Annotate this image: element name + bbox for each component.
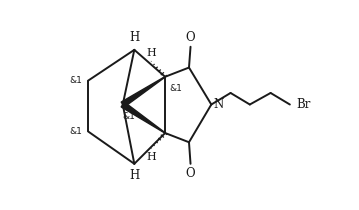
Text: &1: &1 (169, 84, 182, 93)
Text: H: H (129, 169, 139, 182)
Text: H: H (146, 47, 156, 58)
Polygon shape (121, 77, 165, 107)
Text: N: N (214, 98, 224, 111)
Text: Br: Br (296, 98, 311, 111)
Text: &1: &1 (123, 112, 136, 121)
Text: O: O (186, 31, 195, 44)
Polygon shape (121, 102, 165, 133)
Text: &1: &1 (70, 76, 83, 85)
Text: H: H (146, 152, 156, 162)
Text: H: H (129, 32, 139, 45)
Text: &1: &1 (70, 127, 83, 136)
Text: O: O (186, 167, 195, 180)
